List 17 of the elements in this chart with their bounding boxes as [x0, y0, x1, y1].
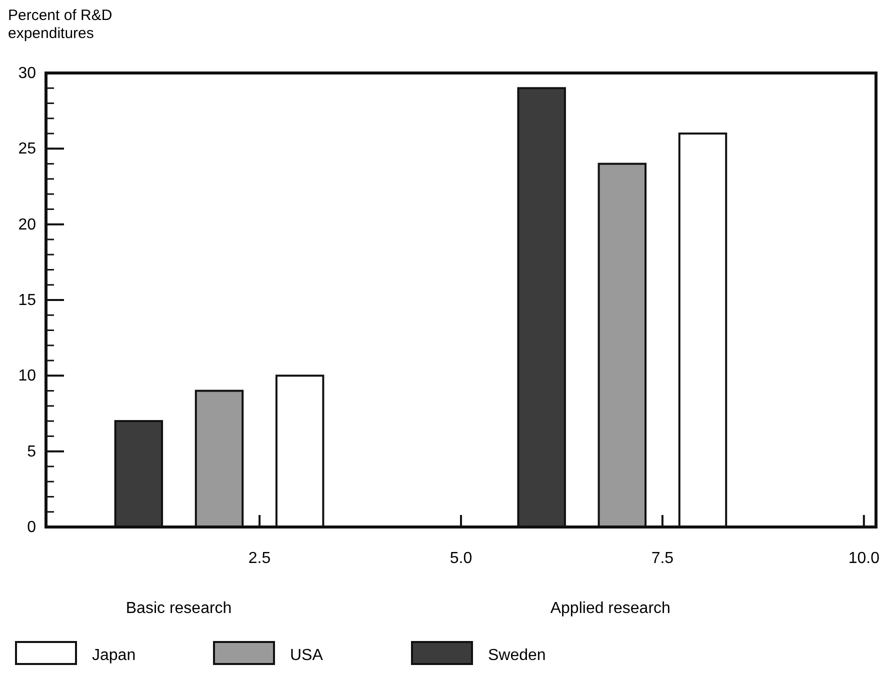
y-tick-label: 30 [18, 65, 36, 82]
legend-label: Japan [92, 647, 136, 664]
y-tick-label: 20 [18, 216, 36, 234]
text: Basic research [126, 600, 232, 617]
x-tick-label: 10.0 [848, 550, 880, 567]
legend-label: Sweden [488, 647, 546, 664]
text: Applied research [550, 600, 670, 617]
y-tick-label: 0 [27, 519, 36, 536]
y-axis-title: Percent of R&D expenditures [8, 7, 112, 42]
legend-label: USA [290, 647, 324, 664]
x-tick-label: 7.5 [651, 550, 674, 567]
y-tick-label: 25 [18, 140, 36, 158]
y-tick-label: 10 [18, 368, 36, 385]
x-tick-label: 2.5 [248, 550, 271, 567]
y-tick-label: 15 [18, 292, 36, 309]
y-tick-label: 5 [27, 443, 36, 460]
x-tick-label: 5.0 [450, 550, 472, 567]
